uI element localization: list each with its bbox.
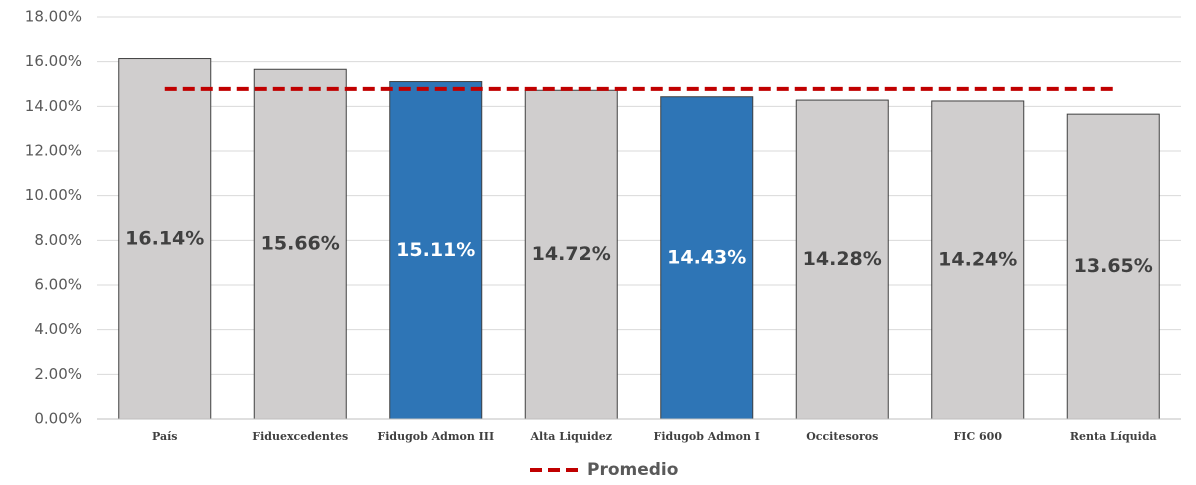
y-tick-label: 4.00% (34, 320, 82, 338)
value-label: 14.28% (803, 248, 882, 270)
bar (931, 100, 1025, 420)
value-label: 13.65% (1074, 255, 1153, 277)
value-label: 15.11% (396, 239, 475, 261)
x-tick-label: Occitesoros (806, 430, 878, 443)
x-tick-label: Alta Liquidez (530, 430, 612, 443)
y-tick-label: 6.00% (34, 276, 82, 294)
y-tick-label: 18.00% (25, 8, 82, 26)
bar (118, 58, 212, 420)
y-tick-label: 10.00% (25, 186, 82, 204)
x-tick-label: País (152, 430, 177, 443)
x-tick-label: Fidugob Admon I (654, 430, 760, 443)
x-tick-label: Fiduexcedentes (252, 430, 348, 443)
value-label: 14.72% (532, 243, 611, 265)
bar (253, 68, 347, 420)
value-label: 15.66% (261, 233, 340, 255)
value-label: 14.24% (938, 248, 1017, 270)
y-tick-label: 12.00% (25, 142, 82, 160)
bar (1066, 113, 1160, 420)
y-tick-label: 8.00% (34, 231, 82, 249)
legend-label: Promedio (587, 460, 678, 480)
value-label: 16.14% (125, 227, 204, 249)
bar (660, 96, 754, 420)
x-tick-label: Fidugob Admon III (377, 430, 494, 443)
x-tick-label: Renta Líquida (1070, 430, 1157, 443)
y-tick-label: 0.00% (34, 410, 82, 428)
x-tick-label: FIC 600 (953, 430, 1002, 443)
y-tick-label: 16.00% (25, 52, 82, 70)
value-label: 14.43% (667, 246, 746, 268)
bar (524, 89, 618, 420)
y-tick-label: 14.00% (25, 97, 82, 115)
y-tick-label: 2.00% (34, 365, 82, 383)
bar (795, 99, 889, 420)
